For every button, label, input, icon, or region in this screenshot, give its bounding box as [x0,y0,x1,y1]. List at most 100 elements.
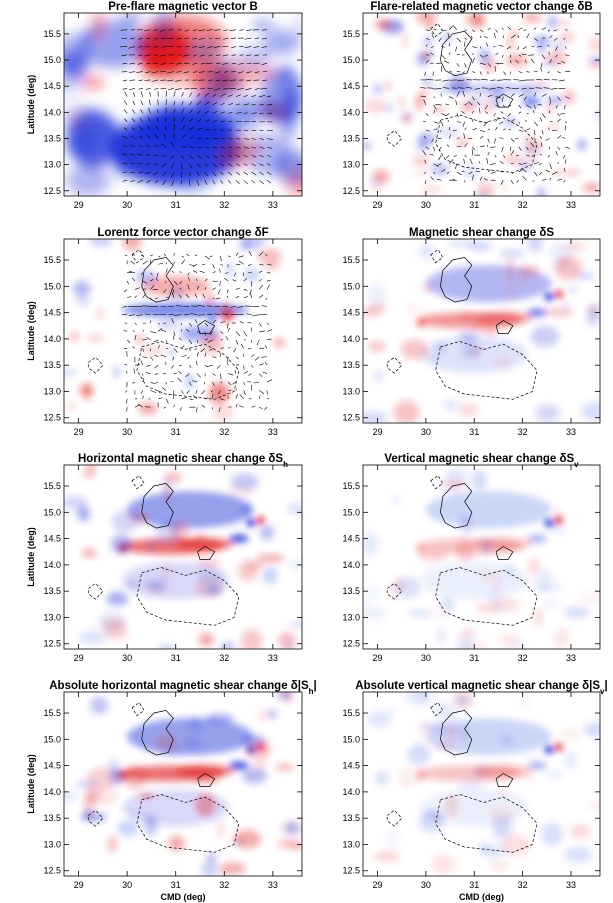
vector-arrow [422,150,427,156]
vector-arrow [228,146,233,149]
vector-arrow [251,154,257,158]
vector-arrow [545,169,550,173]
vector-arrow [479,129,486,133]
vector-arrow [425,37,430,41]
vector-arrow [142,329,145,332]
vector-arrow [452,25,458,30]
vector-arrow [227,289,229,294]
vector-arrow [133,92,136,97]
vector-arrow [192,54,198,57]
vector-arrow [243,381,245,386]
vector-arrow [204,180,208,186]
vector-arrow [207,71,213,73]
heatmap-blob [367,283,387,307]
vector-arrow [456,121,462,123]
vector-arrow [532,180,535,183]
vector-arrow [251,138,257,140]
vector-arrow [160,79,167,81]
vector-arrow [470,35,473,39]
vector-arrow [235,94,241,97]
vector-arrow [214,313,221,316]
vector-arrow [189,126,194,131]
vector-arrow [157,345,160,349]
vector-arrow [443,87,450,89]
vector-arrow [500,180,504,185]
vector-arrow [534,27,537,30]
vector-arrow [192,37,198,40]
heatmap-blob [252,19,274,32]
heatmap-blob [206,585,223,596]
vector-arrow [124,91,128,97]
vector-arrow [142,280,148,284]
vector-arrow [266,338,272,341]
vector-arrow [472,29,475,33]
panel-2: 29 30 31 32 33 12.5 13.0 13.5 14.0 14.5 15.0 15.5 Fl… [342,1,601,210]
heatmap-blob [200,860,219,876]
heatmap-blob [545,96,565,105]
vector-arrow [424,159,427,164]
heatmap-blob [422,36,434,46]
heatmap-blob [222,137,261,160]
vector-arrow [157,109,159,114]
vector-arrow [251,146,257,149]
vector-arrow [184,29,190,32]
heatmap-blob [564,846,593,864]
vector-arrow [266,171,272,175]
heatmap-blob [499,249,524,259]
plot-frame [362,691,601,877]
heatmap-blob [184,373,196,390]
vector-arrow [251,180,256,184]
heatmap-blob [496,632,520,648]
heatmap-blob [122,765,148,789]
vector-arrow [212,297,215,300]
heatmap-blob [168,347,175,358]
heatmap-blob [195,793,216,817]
vector-arrow [220,373,222,380]
vector-arrow [423,120,426,123]
vector-arrow [259,363,264,366]
heatmap-blob [236,45,273,70]
vector-arrow [220,120,226,123]
vector-arrow [235,356,240,360]
vector-arrow [131,277,136,282]
vector-arrow [129,62,135,65]
vector-arrow [438,155,442,161]
heatmap-blob [422,284,434,293]
vector-arrow [564,46,567,49]
vector-arrow [166,37,174,39]
vector-arrow [553,37,558,41]
vector-arrow [150,278,154,282]
vector-arrow [498,44,504,47]
vector-arrow [199,54,205,57]
vector-arrow [196,407,198,413]
vector-arrow [521,87,527,90]
heatmap-blob [407,743,430,766]
y-tick-label: 15.5 [342,29,360,39]
vector-arrow [138,171,143,174]
heatmap-blob [78,469,91,480]
vector-arrow [215,79,221,82]
vector-arrow [220,347,224,349]
vector-arrow [140,272,143,276]
vector-arrow [129,79,135,81]
heatmap-blob [544,519,555,527]
vector-arrow [144,46,151,48]
vector-arrow [212,373,216,376]
vector-arrow [196,339,199,344]
vector-arrow [495,116,499,122]
vector-arrow [173,331,176,336]
vector-arrow [173,280,178,286]
heatmap-blob [526,149,539,166]
heatmap-blob [588,802,600,810]
vector-arrow [464,37,468,40]
vector-arrow [212,163,218,168]
vector-arrow [441,54,446,60]
vector-arrow [153,381,159,385]
vector-arrow [235,103,240,106]
vector-arrow [125,390,128,393]
vector-arrow [196,110,201,114]
vector-arrow [152,29,159,31]
heatmap-blob [421,183,441,196]
heatmap-blob [481,97,495,114]
heatmap-blob [95,307,105,320]
